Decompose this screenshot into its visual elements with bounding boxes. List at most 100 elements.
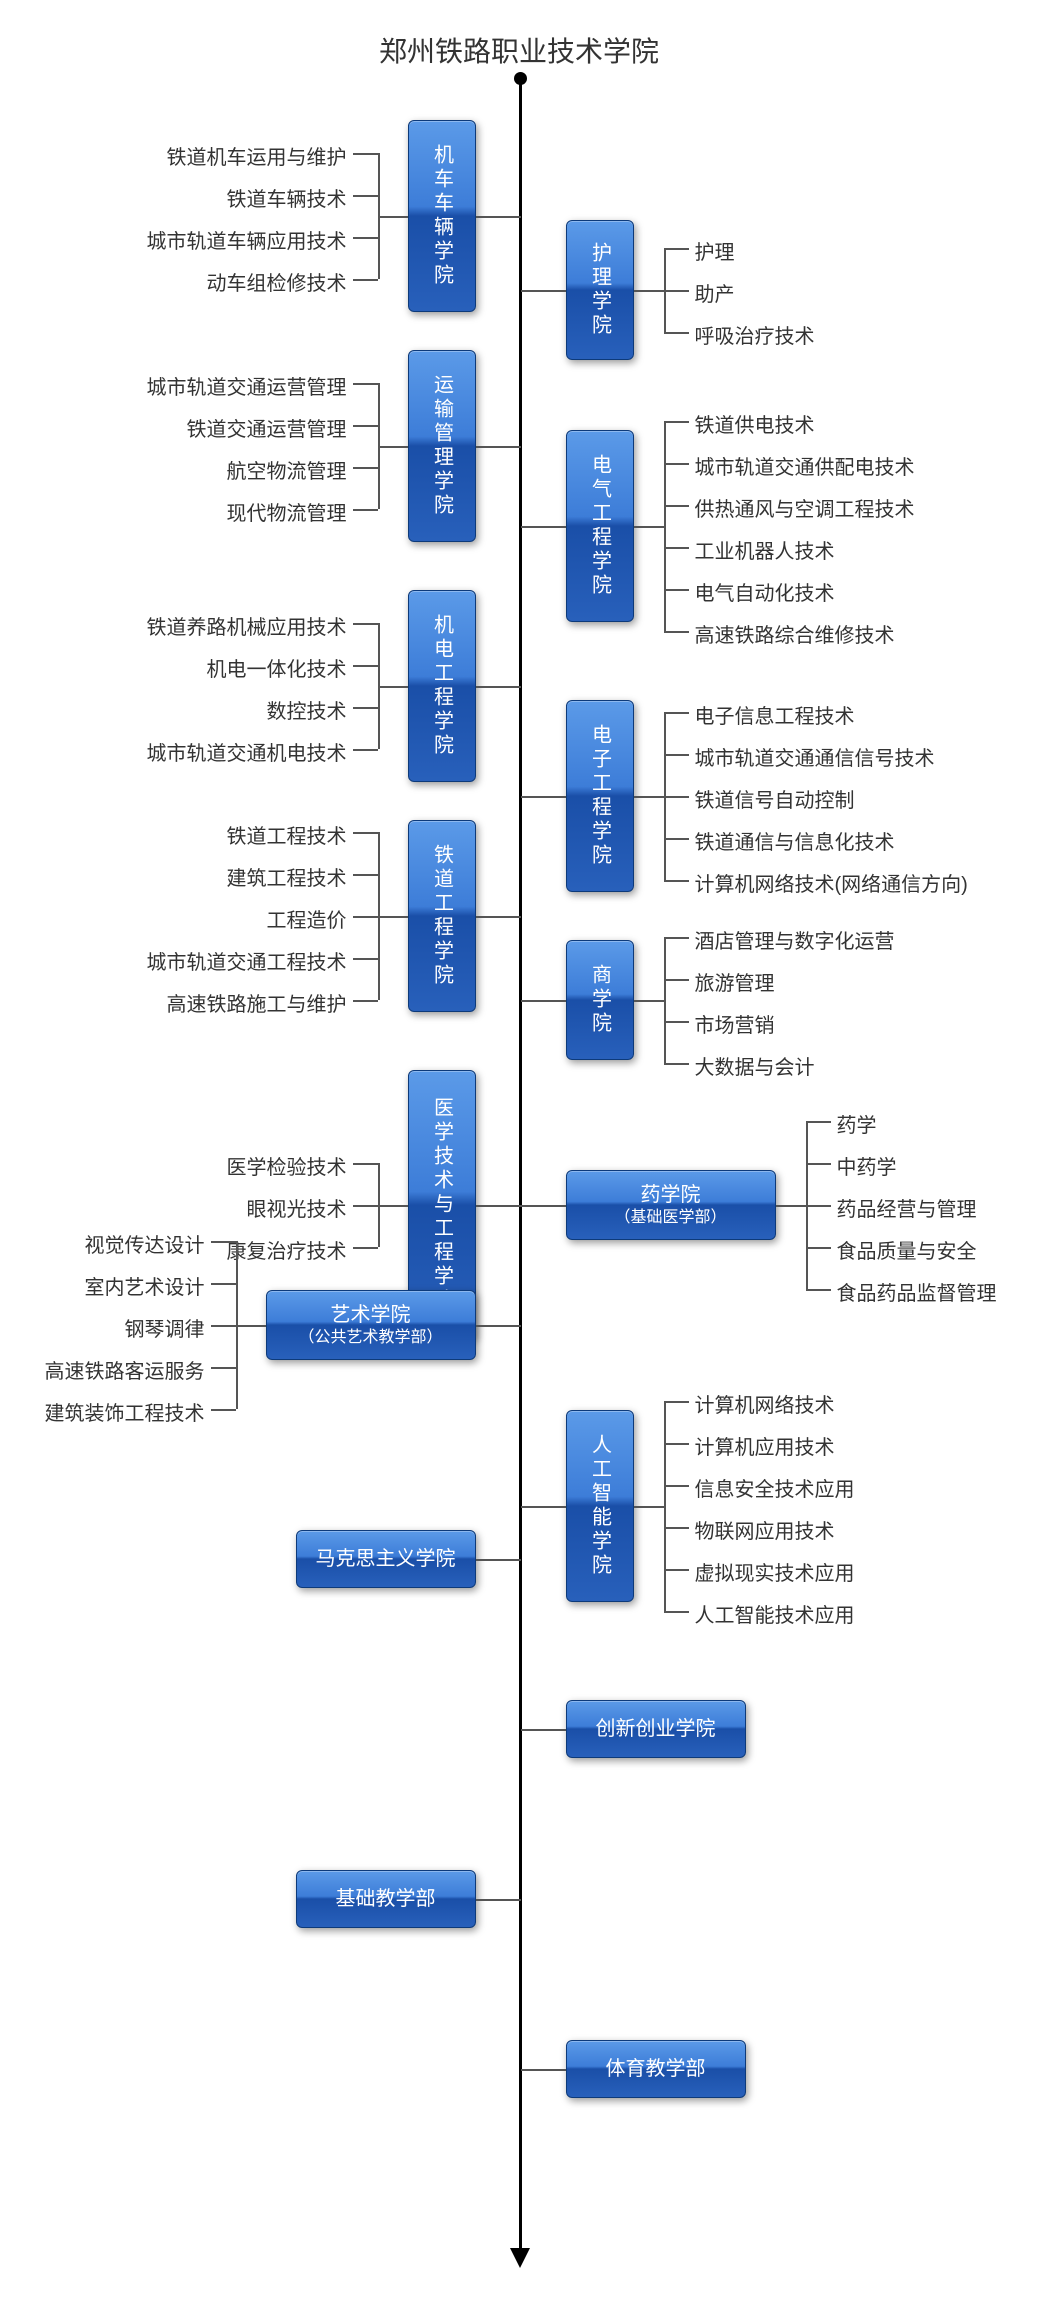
major-item: 铁道通信与信息化技术 — [695, 826, 895, 855]
connector — [211, 1325, 236, 1327]
connector — [664, 1443, 689, 1445]
connector — [353, 195, 378, 197]
major-item: 铁道养路机械应用技术 — [147, 611, 347, 640]
college-node-railway-eng: 铁道工程学院 — [408, 820, 476, 1012]
major-item: 铁道交通运营管理 — [187, 413, 347, 442]
major-item: 护理 — [695, 236, 735, 265]
major-item: 铁道供电技术 — [695, 409, 815, 438]
major-item: 铁道工程技术 — [227, 820, 347, 849]
connector — [211, 1241, 236, 1243]
connector — [634, 1000, 664, 1002]
college-node-sports: 体育教学部 — [566, 2040, 746, 2098]
connector — [634, 526, 664, 528]
major-item: 药学 — [837, 1109, 877, 1138]
connector — [476, 1899, 521, 1901]
connector — [664, 421, 689, 423]
connector — [521, 1729, 566, 1731]
major-item: 供热通风与空调工程技术 — [695, 493, 915, 522]
connector — [664, 421, 666, 631]
connector — [353, 467, 378, 469]
chart-title: 郑州铁路职业技术学院 — [0, 30, 1038, 70]
connector — [664, 1401, 689, 1403]
connector — [664, 754, 689, 756]
major-item: 城市轨道交通机电技术 — [147, 737, 347, 766]
connector — [776, 1205, 806, 1207]
major-item: 眼视光技术 — [247, 1193, 347, 1222]
connector — [378, 916, 408, 918]
major-item: 机电一体化技术 — [207, 653, 347, 682]
connector — [634, 1506, 664, 1508]
connector — [353, 623, 378, 625]
connector — [353, 832, 378, 834]
college-node-locomotive: 机车车辆学院 — [408, 120, 476, 312]
college-node-transport: 运输管理学院 — [408, 350, 476, 542]
major-item: 医学检验技术 — [227, 1151, 347, 1180]
connector — [353, 916, 378, 918]
connector — [353, 958, 378, 960]
connector — [353, 1163, 378, 1165]
connector — [664, 1063, 689, 1065]
connector — [521, 796, 566, 798]
connector — [211, 1367, 236, 1369]
connector — [664, 838, 689, 840]
connector — [664, 505, 689, 507]
connector — [353, 665, 378, 667]
major-item: 建筑工程技术 — [227, 862, 347, 891]
major-item: 铁道机车运用与维护 — [167, 141, 347, 170]
major-item: 城市轨道交通工程技术 — [147, 946, 347, 975]
connector — [806, 1121, 831, 1123]
college-node-marx: 马克思主义学院 — [296, 1530, 476, 1588]
major-item: 食品药品监督管理 — [837, 1277, 997, 1306]
connector — [664, 880, 689, 882]
org-chart-container: 郑州铁路职业技术学院 机车车辆学院铁道机车运用与维护铁道车辆技术城市轨道车辆应用… — [0, 0, 1038, 2290]
major-item: 信息安全技术应用 — [695, 1473, 855, 1502]
connector — [236, 1325, 266, 1327]
major-item: 城市轨道交通运营管理 — [147, 371, 347, 400]
major-item: 大数据与会计 — [695, 1051, 815, 1080]
connector — [521, 1000, 566, 1002]
major-item: 动车组检修技术 — [207, 267, 347, 296]
connector — [521, 1205, 566, 1207]
major-item: 视觉传达设计 — [85, 1229, 205, 1258]
major-item: 计算机网络技术(网络通信方向) — [695, 868, 968, 897]
connector — [521, 2069, 566, 2071]
connector — [378, 446, 408, 448]
connector — [353, 509, 378, 511]
connector — [476, 1205, 521, 1207]
college-node-business: 商学院 — [566, 940, 634, 1060]
connector — [353, 749, 378, 751]
major-item: 中药学 — [837, 1151, 897, 1180]
major-item: 电气自动化技术 — [695, 577, 835, 606]
connector — [353, 707, 378, 709]
major-item: 建筑装饰工程技术 — [45, 1397, 205, 1426]
connector — [353, 279, 378, 281]
major-item: 助产 — [695, 278, 735, 307]
connector — [664, 937, 689, 939]
connector — [236, 1241, 238, 1409]
college-node-mech-elec: 机电工程学院 — [408, 590, 476, 782]
connector — [521, 1506, 566, 1508]
connector — [378, 686, 408, 688]
connector — [521, 290, 566, 292]
college-node-art: 艺术学院（公共艺术教学部） — [266, 1290, 476, 1360]
connector — [664, 1569, 689, 1571]
connector — [211, 1409, 236, 1411]
major-item: 城市轨道交通通信信号技术 — [695, 742, 935, 771]
connector — [806, 1205, 831, 1207]
major-item: 航空物流管理 — [227, 455, 347, 484]
college-node-basic: 基础教学部 — [296, 1870, 476, 1928]
connector — [353, 1247, 378, 1249]
connector — [378, 153, 380, 279]
connector — [353, 1000, 378, 1002]
central-spine — [519, 80, 522, 2250]
college-node-innovation: 创新创业学院 — [566, 1700, 746, 1758]
connector — [664, 631, 689, 633]
connector — [353, 874, 378, 876]
connector — [378, 623, 380, 749]
connector — [664, 1611, 689, 1613]
connector — [378, 383, 380, 509]
major-item: 酒店管理与数字化运营 — [695, 925, 895, 954]
major-item: 计算机应用技术 — [695, 1431, 835, 1460]
connector — [353, 237, 378, 239]
connector — [521, 526, 566, 528]
